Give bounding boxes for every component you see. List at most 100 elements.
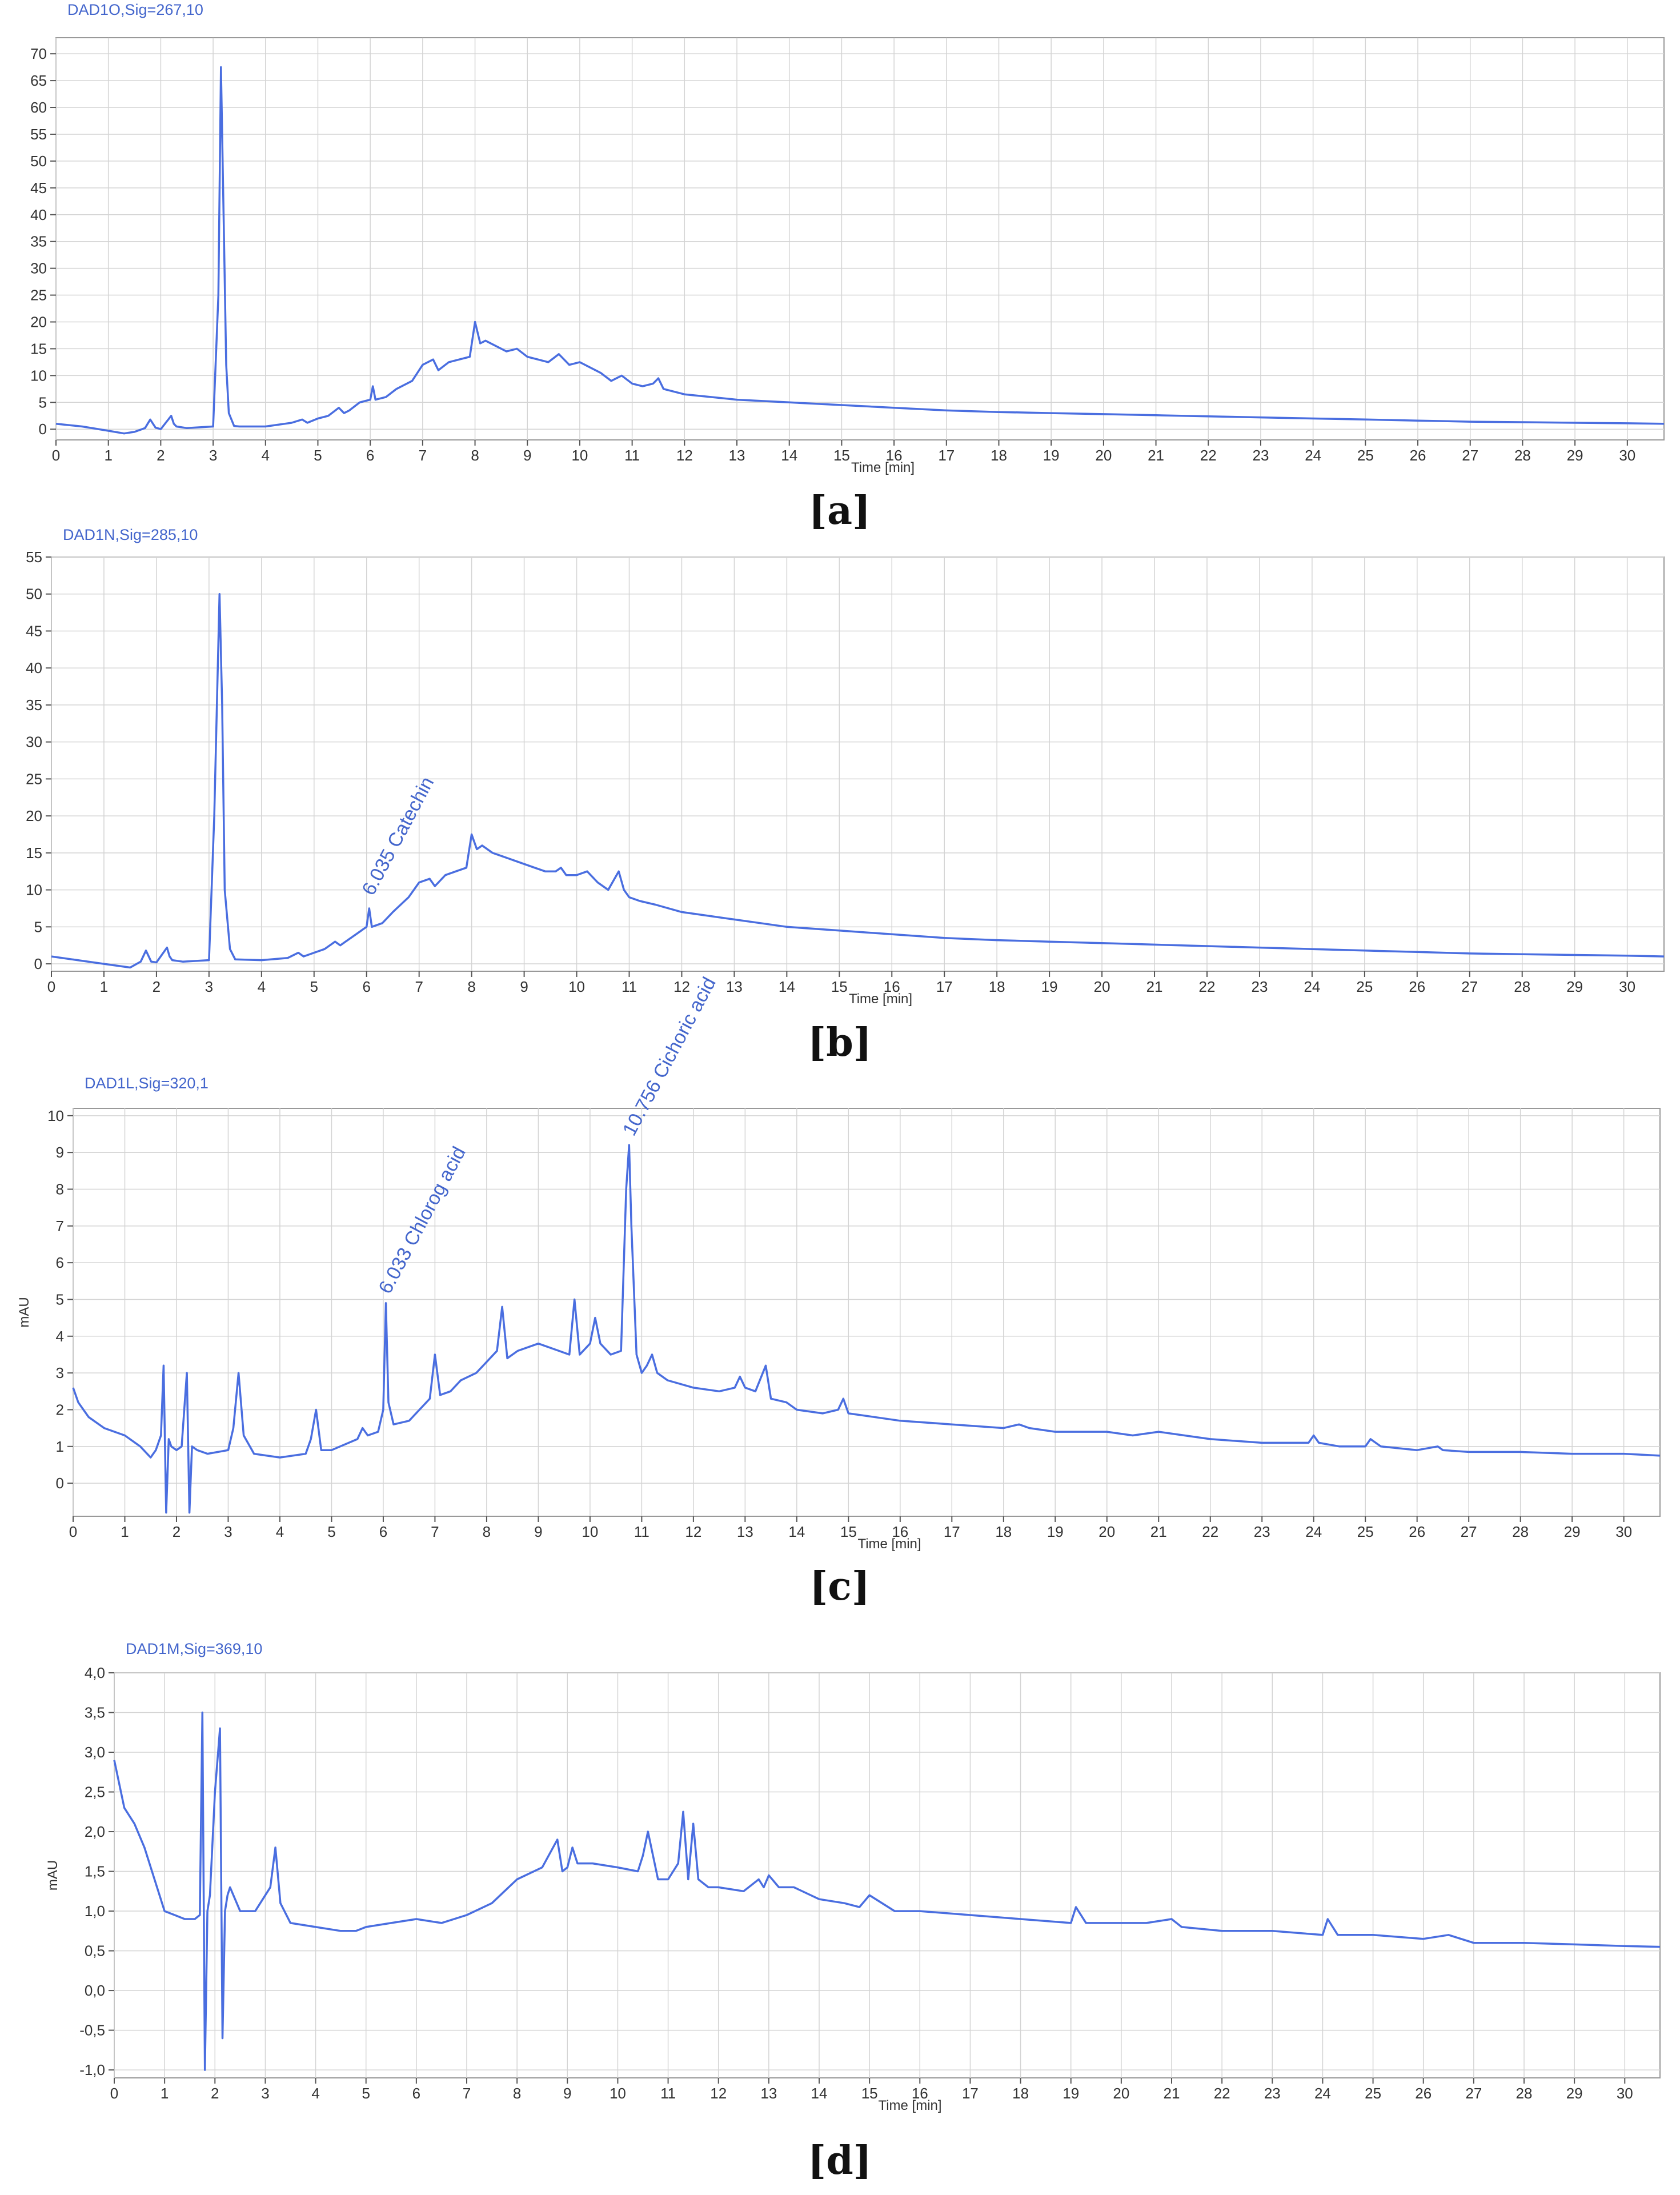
x-tick-label: 8 bbox=[513, 2085, 521, 2102]
x-tick-label: 10 bbox=[610, 2085, 626, 2102]
y-tick-label: 45 bbox=[26, 622, 42, 639]
y-tick-label: 5 bbox=[34, 918, 42, 935]
y-tick-label: 70 bbox=[30, 45, 47, 62]
x-tick-label: 5 bbox=[314, 447, 322, 464]
y-tick-label: 60 bbox=[30, 99, 47, 116]
x-tick-label: 29 bbox=[1564, 1523, 1581, 1540]
y-axis-title: mAU bbox=[45, 1860, 61, 1890]
x-tick-label: 2 bbox=[153, 978, 161, 995]
x-tick-label: 13 bbox=[760, 2085, 777, 2102]
x-tick-label: 25 bbox=[1365, 2085, 1381, 2102]
x-tick-label: 5 bbox=[362, 2085, 370, 2102]
y-tick-label: 40 bbox=[26, 659, 42, 676]
plot-area bbox=[51, 556, 1665, 972]
x-tick-label: 3 bbox=[224, 1523, 232, 1540]
y-tick-label: 0 bbox=[34, 955, 42, 972]
x-tick-label: 13 bbox=[726, 978, 743, 995]
y-tick-label: 20 bbox=[26, 807, 42, 824]
x-tick-label: 23 bbox=[1264, 2085, 1281, 2102]
x-tick-label: 27 bbox=[1461, 1523, 1477, 1540]
x-tick-label: 6 bbox=[379, 1523, 387, 1540]
x-tick-label: 15 bbox=[861, 2085, 878, 2102]
x-tick-label: 24 bbox=[1304, 978, 1320, 995]
x-tick-label: 2 bbox=[157, 447, 165, 464]
y-tick-label: 6 bbox=[56, 1254, 64, 1271]
chart-panel-4: 0 1 2 3 4 5 6 7 8 9 10 11 12 13 14 15 16 17 18 19 20 21 22 23 24… bbox=[45, 1640, 1661, 2184]
x-tick-label: 12 bbox=[685, 1523, 701, 1540]
y-tick-label: 10 bbox=[30, 367, 47, 384]
y-tick-label: 1,5 bbox=[85, 1863, 105, 1880]
y-tick-label: 55 bbox=[30, 126, 47, 143]
y-tick-label: 65 bbox=[30, 72, 47, 89]
y-tick-label: 10 bbox=[26, 882, 42, 899]
x-tick-label: 30 bbox=[1619, 447, 1635, 464]
panel-label: [b] bbox=[808, 1020, 872, 1066]
y-tick-label: 10 bbox=[47, 1107, 64, 1124]
x-tick-label: 28 bbox=[1514, 447, 1531, 464]
x-tick-label: 20 bbox=[1113, 2085, 1129, 2102]
x-tick-label: 2 bbox=[211, 2085, 219, 2102]
y-tick-label: 9 bbox=[56, 1144, 64, 1161]
x-tick-label: 12 bbox=[710, 2085, 727, 2102]
x-tick-label: 23 bbox=[1254, 1523, 1270, 1540]
x-tick-label: 3 bbox=[261, 2085, 269, 2102]
x-tick-label: 0 bbox=[47, 978, 55, 995]
y-tick-label: 40 bbox=[30, 206, 47, 223]
x-tick-label: 22 bbox=[1202, 1523, 1218, 1540]
x-tick-label: 14 bbox=[781, 447, 797, 464]
x-tick-label: 22 bbox=[1200, 447, 1217, 464]
plot-area bbox=[55, 37, 1665, 440]
x-tick-label: 11 bbox=[634, 1523, 649, 1540]
x-tick-label: 7 bbox=[463, 2085, 471, 2102]
x-tick-label: 26 bbox=[1415, 2085, 1432, 2102]
x-tick-label: 17 bbox=[938, 447, 955, 464]
x-tick-label: 25 bbox=[1357, 447, 1374, 464]
x-tick-label: 16 bbox=[884, 978, 900, 995]
x-tick-label: 1 bbox=[100, 978, 108, 995]
y-tick-label: 25 bbox=[26, 770, 42, 787]
x-tick-label: 4 bbox=[311, 2085, 319, 2102]
x-axis-title: Time [min] bbox=[851, 460, 915, 475]
x-tick-label: 16 bbox=[886, 447, 903, 464]
panel-label: [a] bbox=[809, 488, 871, 534]
chart-panel-1: 0 1 2 3 4 5 6 7 8 9 10 11 12 13 14 15 16 17 18 19 20 21 22 23 24… bbox=[30, 1, 1665, 534]
y-tick-label: 20 bbox=[30, 313, 47, 330]
y-tick-label: 35 bbox=[30, 233, 47, 250]
x-tick-label: 18 bbox=[991, 447, 1007, 464]
x-tick-label: 17 bbox=[936, 978, 953, 995]
signal-title: DAD1O,Sig=267,10 bbox=[67, 1, 203, 18]
y-tick-label: 45 bbox=[30, 179, 47, 197]
x-tick-label: 29 bbox=[1566, 2085, 1583, 2102]
x-tick-label: 21 bbox=[1148, 447, 1164, 464]
x-tick-label: 19 bbox=[1062, 2085, 1079, 2102]
y-tick-label: 15 bbox=[26, 844, 42, 862]
chromatogram-trace bbox=[72, 1144, 1661, 1514]
x-tick-label: 27 bbox=[1462, 447, 1478, 464]
y-tick-label: 30 bbox=[30, 260, 47, 277]
x-tick-label: 15 bbox=[831, 978, 848, 995]
y-tick-label: 55 bbox=[26, 548, 42, 566]
x-tick-label: 28 bbox=[1512, 1523, 1529, 1540]
x-tick-label: 0 bbox=[52, 447, 60, 464]
x-tick-label: 11 bbox=[624, 447, 640, 464]
x-tick-label: 17 bbox=[962, 2085, 979, 2102]
y-tick-label: 30 bbox=[26, 734, 42, 751]
x-tick-label: 7 bbox=[419, 447, 427, 464]
x-tick-label: 14 bbox=[811, 2085, 828, 2102]
plot-area bbox=[73, 1108, 1661, 1517]
y-tick-label: 2 bbox=[56, 1401, 64, 1418]
y-tick-label: 3,5 bbox=[85, 1704, 105, 1721]
x-tick-label: 14 bbox=[779, 978, 795, 995]
y-tick-label: 25 bbox=[30, 287, 47, 304]
x-tick-label: 29 bbox=[1567, 447, 1583, 464]
y-tick-label: 15 bbox=[30, 340, 47, 357]
x-tick-label: 9 bbox=[520, 978, 528, 995]
x-axis-title: Time [min] bbox=[878, 2098, 941, 2113]
x-tick-label: 9 bbox=[534, 1523, 542, 1540]
plot-area bbox=[114, 1672, 1661, 2078]
y-tick-label: 7 bbox=[56, 1217, 64, 1235]
x-tick-label: 30 bbox=[1619, 978, 1635, 995]
x-tick-label: 14 bbox=[788, 1523, 805, 1540]
x-tick-label: 2 bbox=[173, 1523, 181, 1540]
x-tick-label: 22 bbox=[1214, 2085, 1230, 2102]
